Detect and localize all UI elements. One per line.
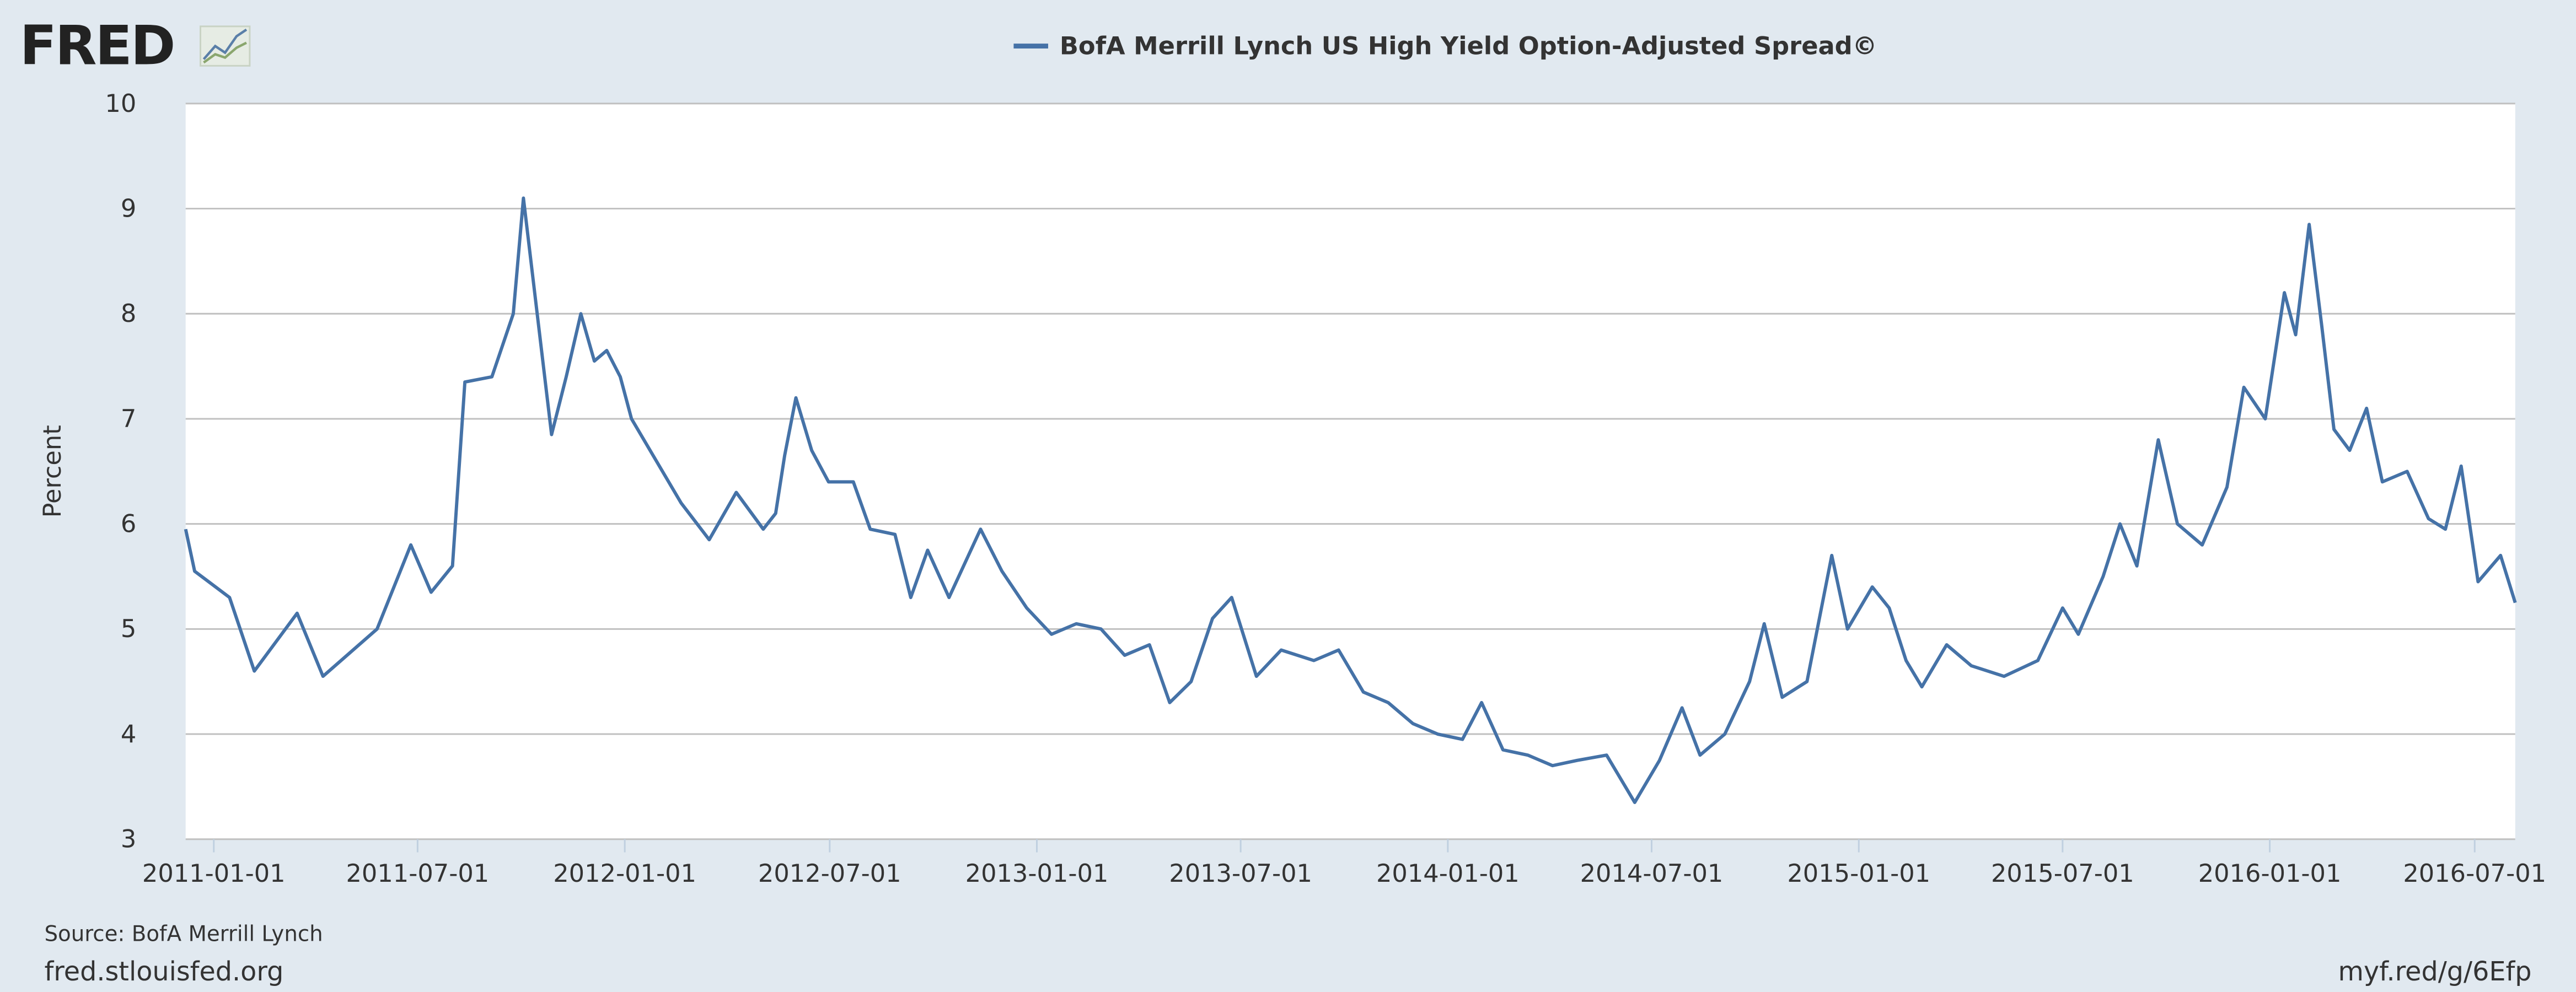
y-tick-label: 3	[121, 825, 136, 854]
footer-right: myf.red/g/6Efp	[2338, 957, 2532, 987]
y-tick-label: 6	[121, 510, 136, 538]
x-tick-label: 2016-07-01	[2403, 859, 2546, 888]
x-tick-label: 2012-07-01	[758, 859, 901, 888]
x-tick-label: 2011-07-01	[346, 859, 490, 888]
x-tick-label: 2012-01-01	[553, 859, 696, 888]
source: Source: BofA Merrill Lynch	[44, 921, 323, 946]
x-tick-label: 2013-01-01	[965, 859, 1109, 888]
x-tick-label: 2014-01-01	[1376, 859, 1520, 888]
footer-left: fred.stlouisfed.org	[44, 957, 283, 987]
x-tick-label: 2014-07-01	[1580, 859, 1724, 888]
y-tick-label: 9	[121, 194, 136, 223]
plot-area	[185, 103, 2515, 839]
y-tick-label: 4	[121, 720, 136, 748]
y-tick-label: 10	[105, 89, 136, 118]
logo-icon	[200, 25, 251, 67]
y-axis-label: Percent	[38, 425, 67, 517]
x-tick-label: 2013-07-01	[1169, 859, 1312, 888]
x-tick-label: 2015-01-01	[1787, 859, 1930, 888]
data-line	[184, 196, 2517, 804]
x-tick-label: 2011-01-01	[142, 859, 286, 888]
y-tick-label: 8	[121, 299, 136, 328]
logo: FRED	[20, 14, 174, 77]
y-tick-label: 5	[121, 614, 136, 643]
x-tick-label: 2015-07-01	[1991, 859, 2134, 888]
x-tick-label: 2016-01-01	[2198, 859, 2342, 888]
y-tick-label: 7	[121, 405, 136, 433]
legend-label: BofA Merrill Lynch US High Yield Option-…	[1060, 31, 1877, 60]
